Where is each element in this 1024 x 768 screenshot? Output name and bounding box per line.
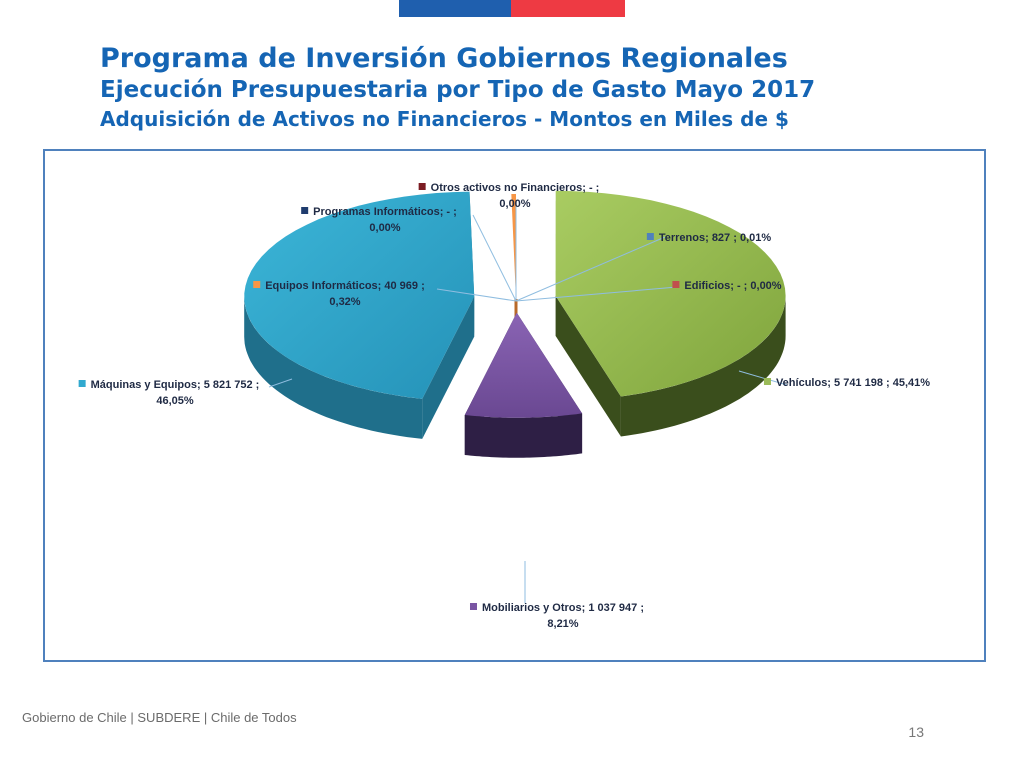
chart-frame: Otros activos no Financieros; - ; 0,00% Pr… — [43, 149, 986, 662]
flag-red-bar — [511, 0, 625, 17]
leader-line-programas-informaticos — [472, 214, 517, 302]
data-label-mobiliarios-y-otros: Mobiliarios y Otros; 1 037 947 ; 8,21% — [469, 602, 644, 630]
pie-slice-mobiliarios-y-otros — [464, 312, 583, 458]
page-title: Programa de Inversión Gobiernos Regional… — [100, 43, 788, 74]
data-label-text-equipos-informaticos: Equipos Informáticos; 40 969 ; — [265, 280, 425, 292]
data-label-terrenos: Terrenos; 827 ; 0,01% — [646, 232, 772, 244]
title-block: Programa de Inversión Gobiernos Regional… — [100, 42, 815, 133]
leader-line-edificios — [515, 286, 678, 302]
page-subtitle-2: Adquisición de Activos no Financieros - … — [100, 107, 789, 131]
data-label-percent-programas-informaticos: 0,00% — [369, 222, 400, 234]
leader-line-maquinas-y-equipos — [268, 378, 293, 388]
legend-marker-equipos-informaticos — [253, 281, 261, 288]
legend-marker-vehiculos — [763, 378, 771, 385]
legend-marker-maquinas-y-equipos — [78, 380, 86, 387]
data-label-vehiculos: Vehículos; 5 741 198 ; 45,41% — [763, 377, 930, 389]
data-label-maquinas-y-equipos: Máquinas y Equipos; 5 821 752 ; 46,05% — [78, 379, 260, 407]
data-label-equipos-informaticos: Equipos Informáticos; 40 969 ; 0,32% — [253, 280, 425, 308]
pie-slice-equipos-informaticos — [511, 194, 516, 299]
legend-marker-edificios — [672, 281, 680, 288]
data-label-percent-equipos-informaticos: 0,32% — [329, 296, 360, 308]
data-label-text-maquinas-y-equipos: Máquinas y Equipos; 5 821 752 ; — [91, 379, 260, 391]
pie-slice-vehiculos — [555, 190, 786, 437]
data-label-text-otros-activos-no-financieros: Otros activos no Financieros; - ; — [431, 182, 600, 194]
pie-chart: Otros activos no Financieros; - ;0,00%Pr… — [78, 182, 930, 630]
data-label-text-programas-informaticos: Programas Informáticos; - ; — [313, 206, 457, 218]
leader-line-vehiculos — [738, 370, 788, 386]
leader-line-terrenos — [515, 236, 666, 302]
data-label-otros-activos-no-financieros: Otros activos no Financieros; - ; 0,00% — [418, 182, 600, 210]
data-label-percent-mobiliarios-y-otros: 8,21% — [547, 618, 578, 630]
data-label-text-vehiculos: Vehículos; 5 741 198 ; 45,41% — [776, 377, 930, 389]
data-label-text-mobiliarios-y-otros: Mobiliarios y Otros; 1 037 947 ; — [482, 602, 644, 614]
legend-marker-programas-informaticos — [301, 207, 309, 214]
pie-slice-maquinas-y-equipos — [244, 191, 475, 439]
data-label-percent-maquinas-y-equipos: 46,05% — [156, 395, 194, 407]
data-label-edificios: Edificios; - ; 0,00% — [672, 280, 782, 292]
data-label-programas-informaticos: Programas Informáticos; - ; 0,00% — [301, 206, 457, 234]
footer-text: Gobierno de Chile | SUBDERE | Chile de T… — [22, 710, 297, 725]
page-subtitle-1: Ejecución Presupuestaria por Tipo de Gas… — [100, 77, 816, 103]
legend-marker-terrenos — [646, 233, 654, 240]
page-number: 13 — [908, 724, 924, 740]
data-label-percent-otros-activos-no-financieros: 0,00% — [499, 198, 530, 210]
flag-blue-bar — [399, 0, 511, 17]
legend-marker-otros-activos-no-financieros — [418, 183, 426, 190]
data-label-text-terrenos: Terrenos; 827 ; 0,01% — [659, 232, 772, 244]
leader-line-equipos-informaticos — [436, 288, 517, 302]
legend-marker-mobiliarios-y-otros — [469, 603, 477, 610]
data-label-text-edificios: Edificios; - ; 0,00% — [684, 280, 781, 292]
